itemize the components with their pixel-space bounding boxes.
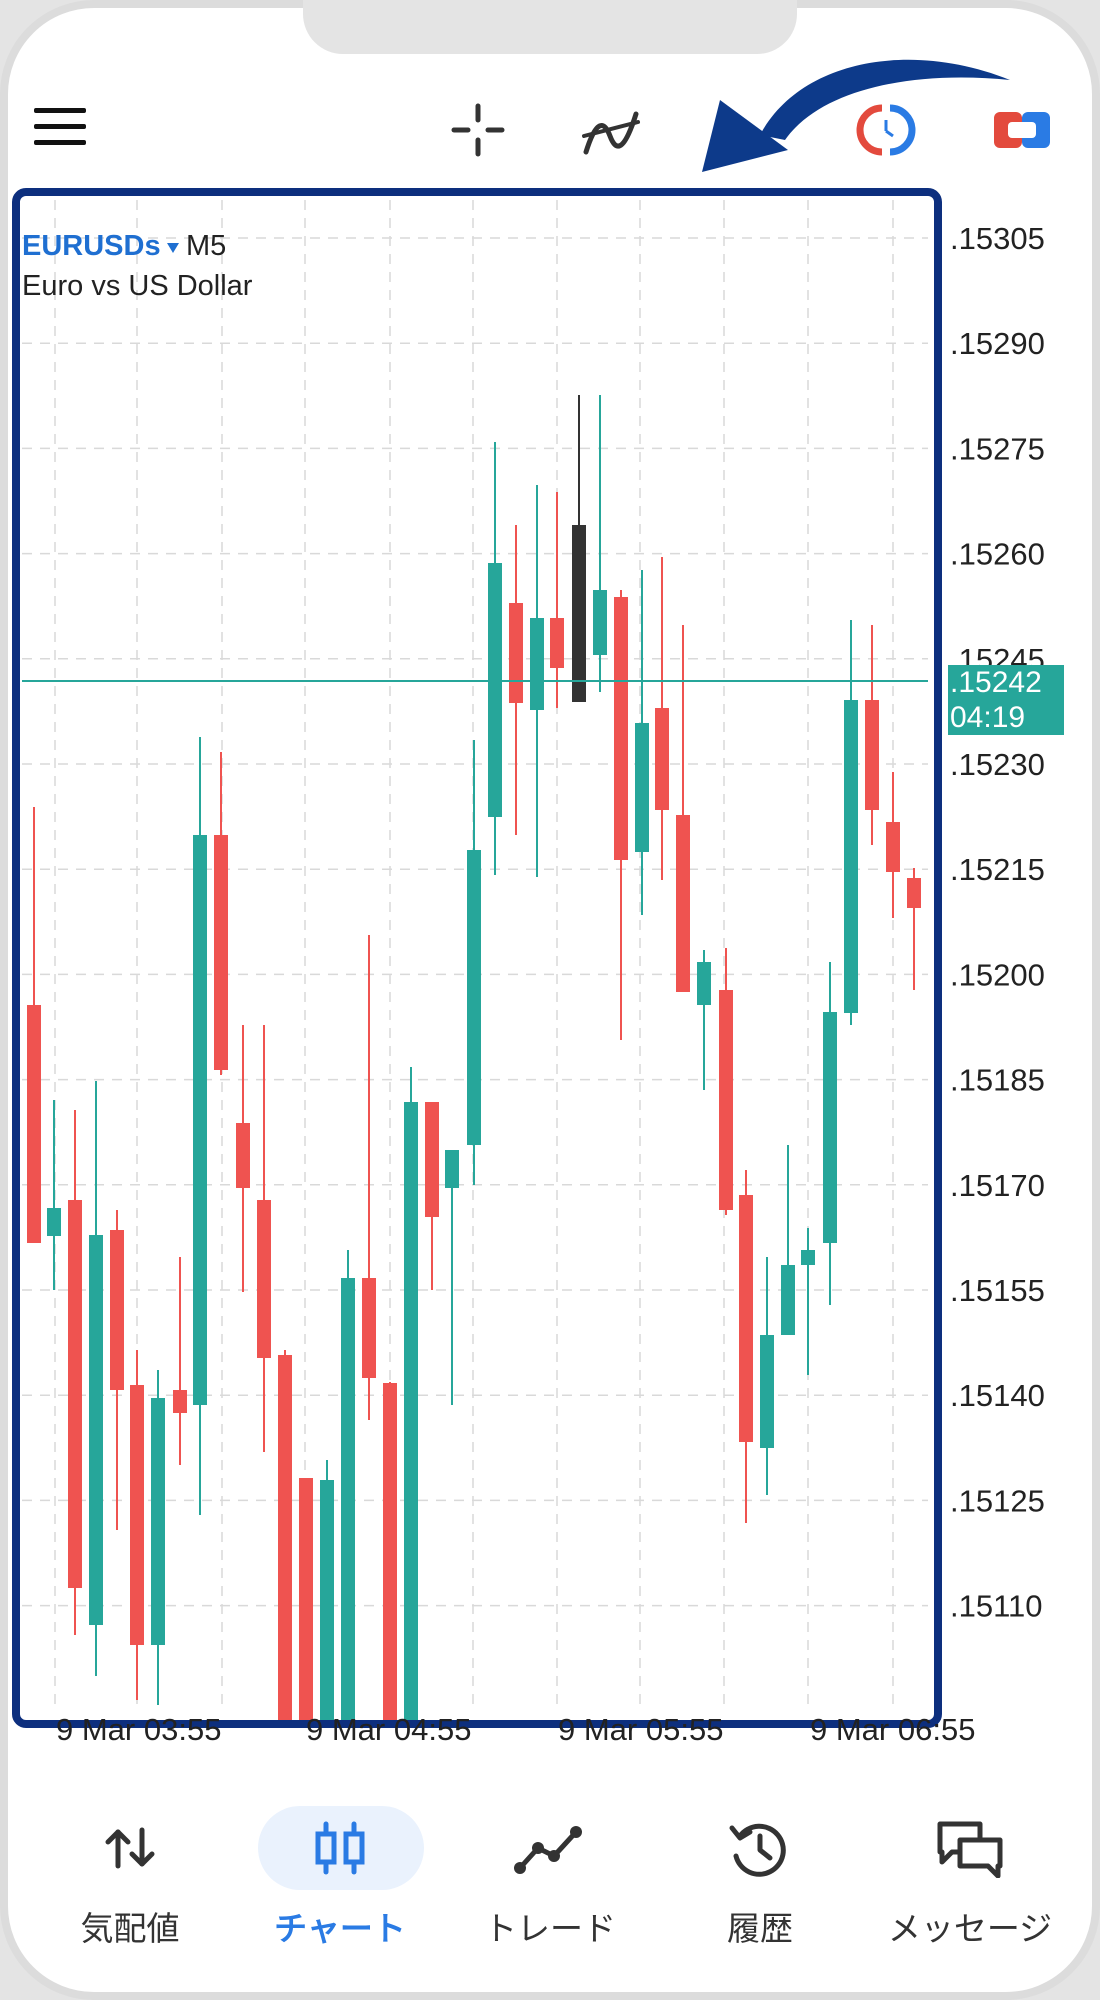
current-price-tag — [948, 665, 1064, 735]
tab-messages-label: メッセージ — [887, 1910, 1053, 1947]
candle-body — [404, 1102, 418, 1725]
candle-body — [697, 962, 711, 1005]
candle-body — [781, 1265, 795, 1335]
trade-line-icon — [514, 1826, 582, 1874]
candle-body — [68, 1200, 82, 1588]
tab-quotes-label: 気配値 — [80, 1910, 180, 1947]
price-axis-label: .15200 — [950, 957, 1045, 992]
candle-body — [614, 597, 628, 860]
indicators-icon[interactable] — [580, 100, 644, 160]
candle-body — [27, 1005, 41, 1243]
time-label: 9 Mar 03:55 — [56, 1712, 222, 1747]
quotes-arrows-icon — [105, 1827, 155, 1869]
price-axis-label: .15185 — [950, 1063, 1045, 1098]
candle-body — [362, 1278, 376, 1378]
price-axis-label: .15275 — [950, 431, 1045, 466]
time-label: 9 Mar 05:55 — [558, 1712, 724, 1747]
tab-chart-label: チャート — [274, 1910, 406, 1947]
bar-countdown-text: 04:19 — [950, 701, 1025, 734]
price-axis-label: .15215 — [950, 852, 1045, 887]
candle-body — [214, 835, 228, 1070]
candle-body — [320, 1480, 334, 1725]
candle-body — [445, 1150, 459, 1188]
price-chart[interactable]: .15305.15290.15275.15260.15245.15230.152… — [0, 185, 1100, 1745]
candle-body — [488, 563, 502, 817]
candle-body — [193, 835, 207, 1405]
tab-messages[interactable]: メッセージ — [870, 1790, 1070, 1960]
candlestick-icon — [315, 1821, 365, 1875]
candle-body — [907, 878, 921, 908]
candle-body — [844, 700, 858, 1013]
tab-history[interactable]: 履歴 — [660, 1790, 860, 1960]
messages-icon — [937, 1821, 1003, 1878]
candle-body — [341, 1278, 355, 1725]
candle-body — [801, 1250, 815, 1265]
symbol-description: Euro vs US Dollar — [22, 270, 253, 302]
history-clock-icon — [729, 1823, 786, 1877]
candle-body — [593, 590, 607, 655]
candle-body — [110, 1230, 124, 1390]
highlight-frame — [12, 188, 942, 1728]
tab-history-label: 履歴 — [727, 1910, 793, 1947]
active-tab-pill — [258, 1806, 424, 1890]
candle-body — [572, 525, 586, 702]
price-axis-label: .15230 — [950, 747, 1045, 782]
candle-body — [467, 850, 481, 1145]
candle-body — [719, 990, 733, 1210]
candle-body — [130, 1385, 144, 1645]
candle-body — [509, 603, 523, 703]
price-axis-label: .15125 — [950, 1483, 1045, 1518]
price-axis-label: .15110 — [950, 1589, 1043, 1624]
time-label: 9 Mar 06:55 — [810, 1712, 976, 1747]
candle-body — [865, 700, 879, 810]
menu-icon[interactable] — [34, 108, 86, 148]
candle-body — [823, 1012, 837, 1243]
symbol-name[interactable]: EURUSDs — [22, 230, 161, 262]
candle-body — [886, 822, 900, 872]
price-axis-label: .15305 — [950, 221, 1045, 256]
tab-trade[interactable]: トレード — [450, 1790, 650, 1960]
phone-notch — [303, 0, 797, 54]
price-axis-label: .15155 — [950, 1273, 1045, 1308]
one-click-trading-icon[interactable] — [994, 108, 1050, 152]
timeframe-label: M5 — [186, 230, 227, 262]
crosshair-icon[interactable] — [448, 100, 508, 160]
tab-trade-label: トレード — [484, 1910, 616, 1947]
candle-body — [47, 1208, 61, 1236]
timeframe-clock-icon[interactable] — [856, 104, 916, 156]
current-price-text: .15242 — [950, 666, 1042, 699]
tab-chart[interactable]: チャート — [240, 1790, 440, 1960]
candle-body — [89, 1235, 103, 1625]
annotation-arrow-icon — [702, 59, 1010, 172]
candle-body — [425, 1102, 439, 1217]
candle-body — [383, 1383, 397, 1725]
candle-body — [739, 1195, 753, 1442]
candle-body — [655, 708, 669, 810]
tab-quotes[interactable]: 気配値 — [30, 1790, 230, 1960]
candle-body — [635, 723, 649, 852]
candle-body — [278, 1355, 292, 1725]
time-label: 9 Mar 04:55 — [306, 1712, 472, 1747]
candle-body — [257, 1200, 271, 1358]
candle-body — [151, 1398, 165, 1645]
candle-body — [530, 618, 544, 710]
symbol-dropdown-icon[interactable] — [166, 242, 180, 254]
price-axis-label: .15170 — [950, 1168, 1045, 1203]
candle-body — [173, 1390, 187, 1413]
price-axis-label: .15260 — [950, 537, 1045, 572]
candle-body — [236, 1123, 250, 1188]
candle-body — [550, 618, 564, 668]
candle-body — [676, 815, 690, 992]
candle-body — [760, 1335, 774, 1448]
price-axis-label: .15140 — [950, 1378, 1045, 1413]
bottom-navigation: 気配値 チャート トレード 履歴 — [0, 1790, 1100, 1960]
price-axis-label: .15290 — [950, 326, 1045, 361]
candle-body — [299, 1478, 313, 1725]
